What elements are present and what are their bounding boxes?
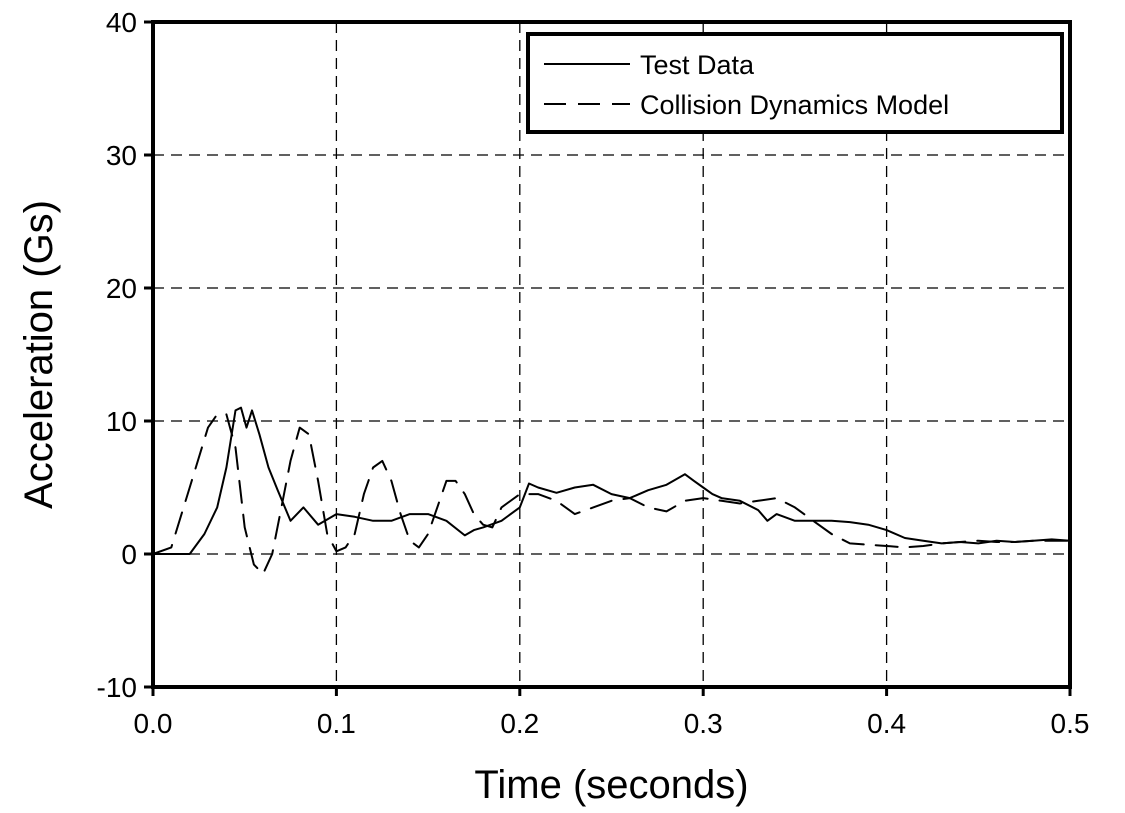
y-tick-label: 20 — [106, 273, 137, 304]
plot-lines — [153, 408, 1070, 574]
y-tick-label: -10 — [97, 672, 137, 703]
x-tick-label: 0.5 — [1051, 708, 1090, 739]
legend-label-collision-dynamics-model: Collision Dynamics Model — [640, 90, 949, 120]
x-axis-title: Time (seconds) — [474, 763, 748, 807]
x-tick-label: 0.1 — [317, 708, 356, 739]
y-tick-label: 10 — [106, 406, 137, 437]
legend: Test Data Collision Dynamics Model — [528, 34, 1062, 132]
y-tick-label: 30 — [106, 140, 137, 171]
x-tick-label: 0.2 — [500, 708, 539, 739]
y-axis-title: Acceleration (Gs) — [17, 200, 61, 509]
series-line-test-data — [153, 408, 1070, 554]
x-tick-label: 0.3 — [684, 708, 723, 739]
y-tick-label: 0 — [121, 539, 137, 570]
x-tick-label: 0.0 — [134, 708, 173, 739]
x-tick-label: 0.4 — [867, 708, 906, 739]
legend-label-test-data: Test Data — [640, 50, 755, 80]
y-tick-label: 40 — [106, 7, 137, 38]
